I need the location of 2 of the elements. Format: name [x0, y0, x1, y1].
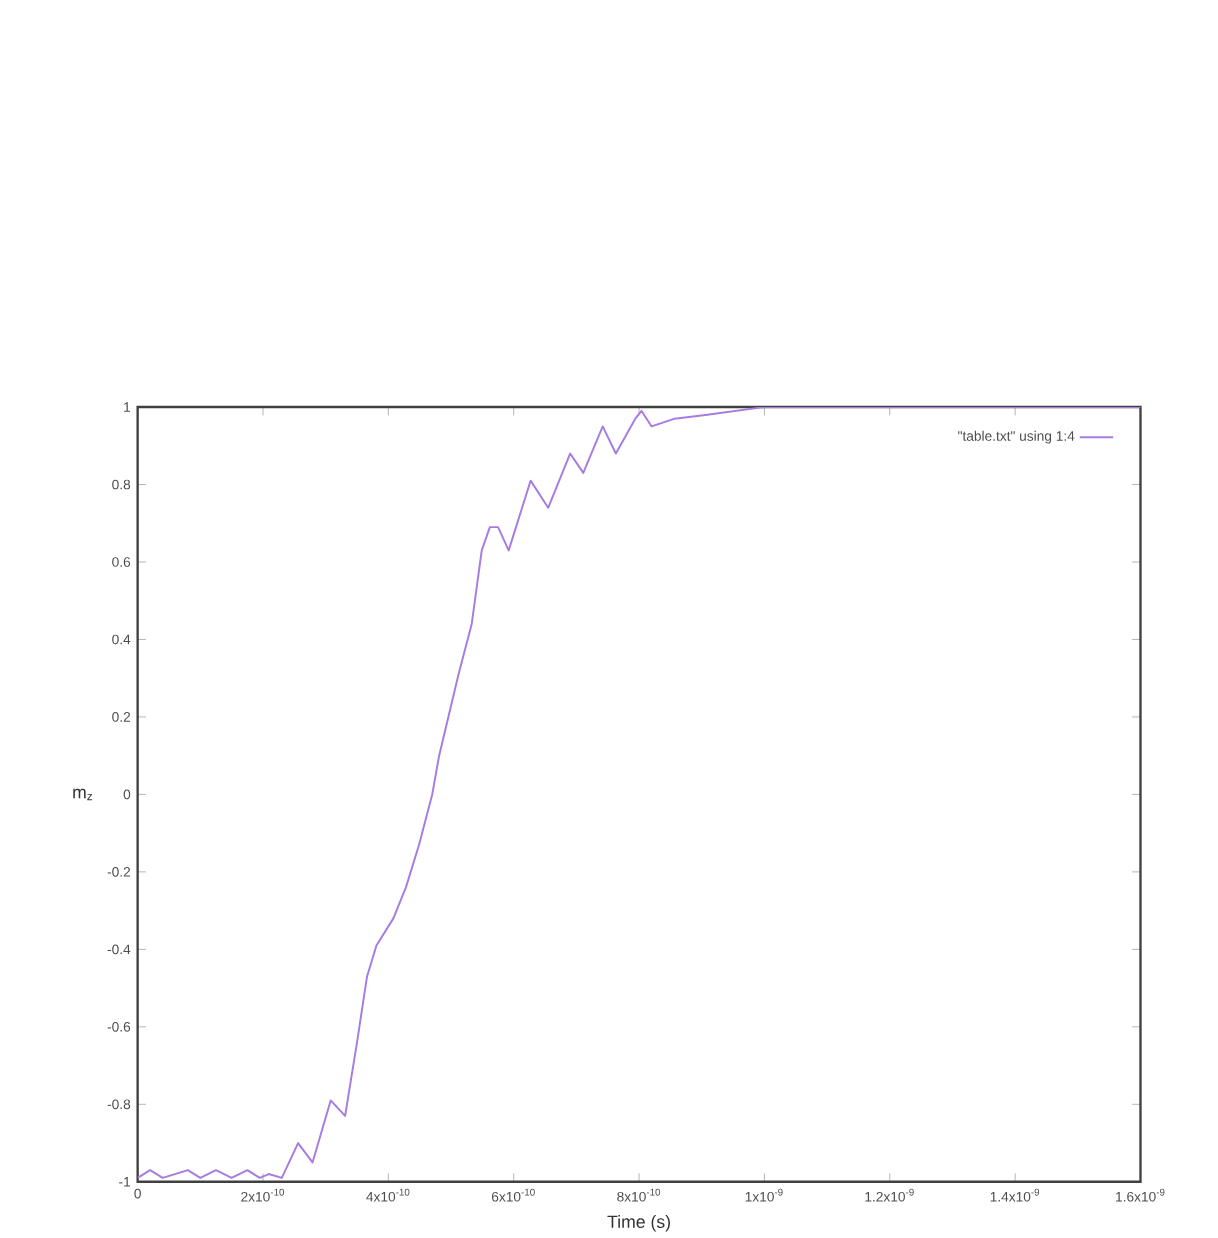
y-axis-title: m$_{z}$ [73, 788, 93, 801]
x-axis-title: Time (s) [607, 1215, 671, 1232]
